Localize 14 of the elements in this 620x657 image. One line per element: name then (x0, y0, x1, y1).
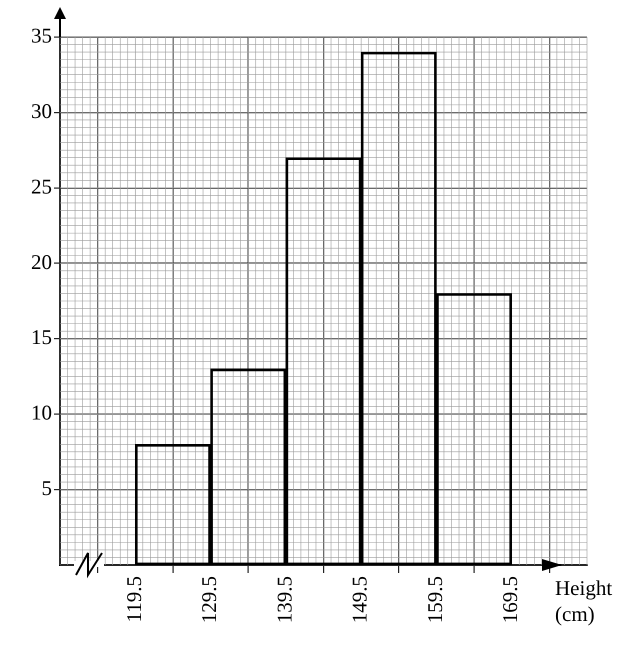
y-tick-label: 10 (31, 400, 52, 425)
x-tick-label: 119.5 (122, 576, 146, 622)
x-tick-label: 159.5 (422, 576, 447, 624)
x-axis-title: Height (cm) (555, 576, 612, 626)
y-tick-label: 20 (31, 250, 52, 274)
y-tick-label: 15 (31, 325, 52, 350)
y-tick-label: 25 (31, 174, 52, 198)
x-tick-label: 149.5 (348, 576, 372, 624)
x-tick-label: 139.5 (272, 576, 296, 624)
y-tick-label: 30 (31, 98, 52, 123)
x-tick-label: 169.5 (498, 576, 522, 624)
y-tick-label: 35 (31, 24, 52, 48)
x-tick-label: 129.5 (197, 576, 222, 624)
y-tick-label: 5 (42, 476, 52, 500)
